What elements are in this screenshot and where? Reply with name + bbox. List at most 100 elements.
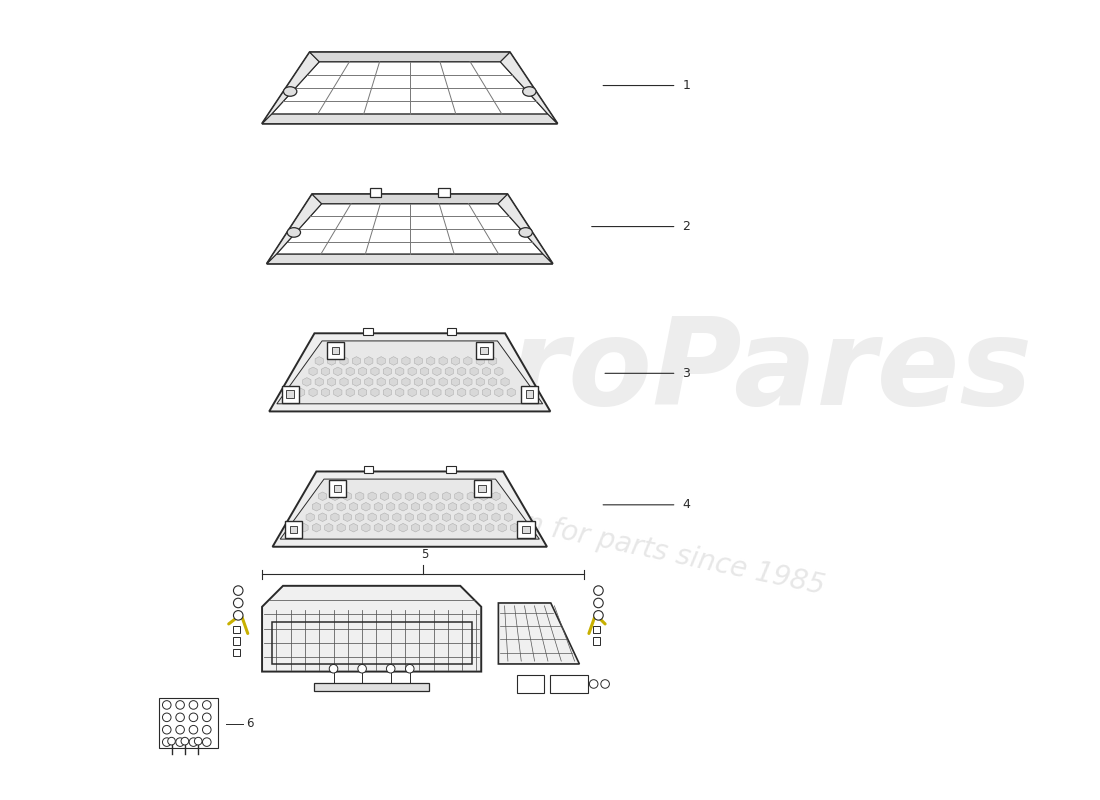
Polygon shape xyxy=(411,502,419,511)
Polygon shape xyxy=(442,492,451,501)
Polygon shape xyxy=(343,492,352,501)
Polygon shape xyxy=(480,492,487,501)
Polygon shape xyxy=(374,502,383,511)
Polygon shape xyxy=(371,367,380,376)
Polygon shape xyxy=(352,378,361,386)
Bar xyxy=(593,638,601,645)
Polygon shape xyxy=(470,367,478,376)
Text: 1: 1 xyxy=(682,79,690,92)
Polygon shape xyxy=(355,492,364,501)
Circle shape xyxy=(386,665,395,673)
Polygon shape xyxy=(333,388,342,397)
Polygon shape xyxy=(318,492,327,501)
Polygon shape xyxy=(432,388,441,397)
Polygon shape xyxy=(436,502,444,511)
Circle shape xyxy=(163,726,172,734)
Polygon shape xyxy=(267,194,552,264)
Text: 6: 6 xyxy=(246,718,253,730)
Ellipse shape xyxy=(519,228,532,237)
Polygon shape xyxy=(368,492,376,501)
Polygon shape xyxy=(430,513,438,522)
Polygon shape xyxy=(297,388,305,397)
Bar xyxy=(593,626,601,634)
Polygon shape xyxy=(262,52,558,124)
Polygon shape xyxy=(302,378,311,386)
Polygon shape xyxy=(468,513,475,522)
Polygon shape xyxy=(386,523,395,532)
Circle shape xyxy=(176,701,185,710)
Polygon shape xyxy=(446,388,453,397)
Polygon shape xyxy=(346,388,354,397)
Polygon shape xyxy=(402,378,410,386)
Polygon shape xyxy=(399,523,407,532)
Polygon shape xyxy=(328,357,336,366)
Polygon shape xyxy=(500,52,558,124)
Polygon shape xyxy=(454,492,463,501)
Bar xyxy=(370,189,382,197)
Bar xyxy=(282,386,299,403)
Polygon shape xyxy=(486,523,494,532)
Circle shape xyxy=(202,726,211,734)
Bar xyxy=(447,327,456,335)
Polygon shape xyxy=(420,367,429,376)
Bar xyxy=(232,649,240,656)
Polygon shape xyxy=(393,513,402,522)
Circle shape xyxy=(594,586,603,595)
Polygon shape xyxy=(368,513,376,522)
Polygon shape xyxy=(365,357,373,366)
Circle shape xyxy=(601,680,609,688)
Polygon shape xyxy=(272,62,548,114)
Polygon shape xyxy=(408,388,416,397)
Polygon shape xyxy=(418,513,426,522)
Text: 3: 3 xyxy=(682,367,690,380)
Polygon shape xyxy=(442,513,451,522)
Polygon shape xyxy=(273,471,547,546)
Polygon shape xyxy=(488,378,497,386)
Bar xyxy=(286,390,294,398)
Polygon shape xyxy=(470,388,478,397)
Bar xyxy=(331,346,339,354)
Polygon shape xyxy=(383,367,392,376)
Polygon shape xyxy=(439,357,448,366)
Polygon shape xyxy=(488,357,497,366)
Polygon shape xyxy=(267,254,552,264)
Polygon shape xyxy=(473,502,482,511)
Polygon shape xyxy=(498,502,506,511)
Polygon shape xyxy=(321,367,330,376)
Polygon shape xyxy=(337,502,345,511)
Polygon shape xyxy=(350,502,358,511)
Circle shape xyxy=(406,665,414,673)
Circle shape xyxy=(163,738,172,746)
Text: euroPares: euroPares xyxy=(339,313,1033,430)
Polygon shape xyxy=(312,523,320,532)
Bar xyxy=(315,683,429,690)
Polygon shape xyxy=(324,523,333,532)
Polygon shape xyxy=(276,204,543,254)
Polygon shape xyxy=(399,502,407,511)
Text: 5: 5 xyxy=(421,548,429,561)
Polygon shape xyxy=(309,388,317,397)
Circle shape xyxy=(189,701,198,710)
Polygon shape xyxy=(451,378,460,386)
Polygon shape xyxy=(504,513,513,522)
Polygon shape xyxy=(396,388,404,397)
Circle shape xyxy=(163,713,172,722)
Polygon shape xyxy=(420,388,429,397)
Bar xyxy=(327,342,344,359)
Polygon shape xyxy=(424,502,432,511)
Polygon shape xyxy=(436,523,444,532)
Polygon shape xyxy=(458,367,465,376)
Bar xyxy=(475,342,493,359)
Polygon shape xyxy=(473,523,482,532)
Polygon shape xyxy=(461,523,470,532)
Bar xyxy=(522,526,530,534)
Polygon shape xyxy=(449,502,456,511)
Bar xyxy=(329,480,345,497)
Circle shape xyxy=(189,738,198,746)
Polygon shape xyxy=(340,378,348,386)
Polygon shape xyxy=(362,523,370,532)
Polygon shape xyxy=(415,378,422,386)
Bar xyxy=(289,526,297,534)
Bar xyxy=(481,346,488,354)
Polygon shape xyxy=(449,523,456,532)
